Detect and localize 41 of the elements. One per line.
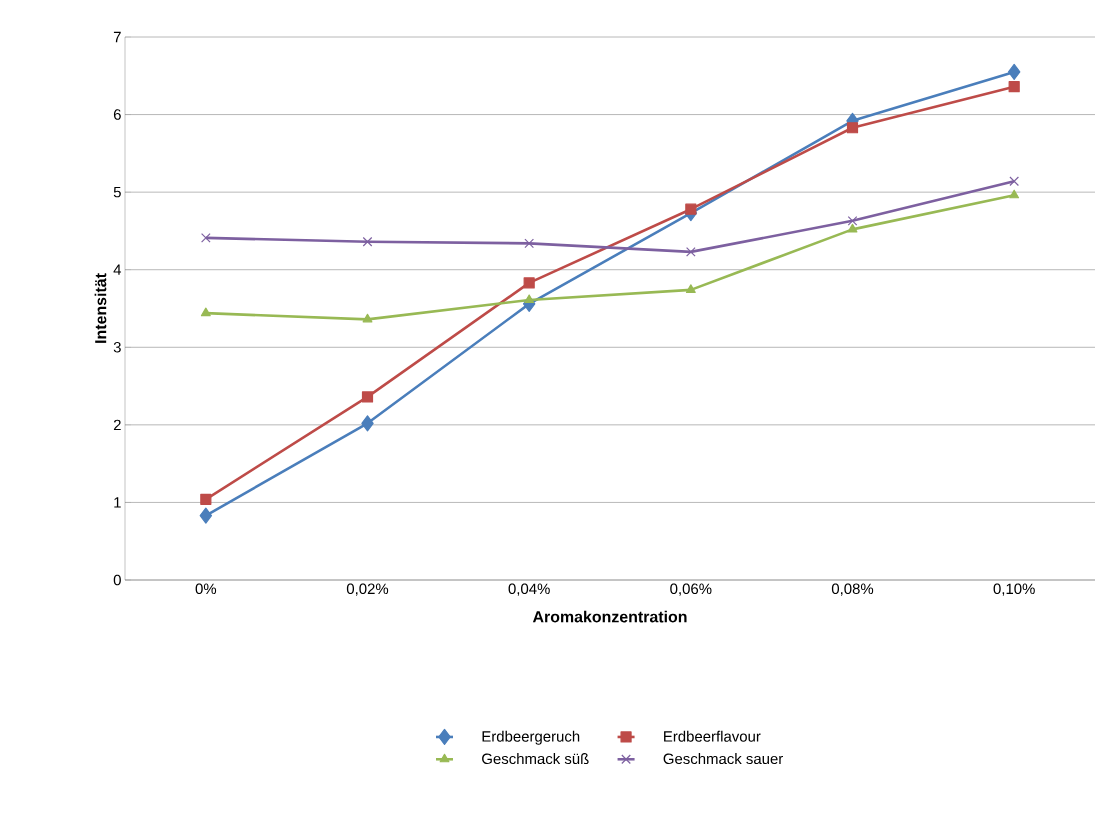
- x-tick-label: 0,02%: [346, 583, 389, 596]
- y-tick-label: 6: [113, 109, 121, 120]
- x-tick-label: 0%: [195, 583, 217, 595]
- y-tick-label: 2: [113, 419, 121, 431]
- legend-label: Geschmack sauer: [663, 753, 784, 765]
- point: [686, 247, 696, 257]
- point: [1009, 189, 1020, 199]
- point: [685, 284, 696, 293]
- point: [685, 203, 697, 215]
- point: [846, 122, 859, 134]
- y-tick-label: 7: [113, 31, 121, 43]
- point: [361, 391, 374, 403]
- legend-label: Erdbeergeruch: [482, 730, 580, 745]
- point: [847, 223, 858, 233]
- y-axis-title: Intensität: [94, 273, 107, 343]
- y-tick-label: 1: [114, 497, 121, 508]
- point: [523, 277, 535, 289]
- point: [361, 415, 374, 432]
- point: [200, 307, 211, 317]
- point: [524, 294, 535, 304]
- point: [1007, 63, 1021, 81]
- point: [200, 233, 211, 243]
- point: [1008, 81, 1020, 93]
- point: [362, 236, 373, 247]
- x-axis-title: Aromakonzentration: [532, 610, 687, 623]
- y-tick-label: 0: [113, 574, 121, 586]
- point: [199, 507, 213, 524]
- x-tick-label: 0,06%: [670, 583, 712, 596]
- point: [1009, 176, 1020, 187]
- y-tick-label: 3: [113, 341, 121, 353]
- point: [362, 313, 373, 323]
- x-tick-label: 0,10%: [993, 583, 1035, 596]
- point: [847, 216, 858, 226]
- x-tick-label: 0,08%: [831, 583, 874, 596]
- y-tick-label: 4: [113, 264, 122, 275]
- point: [524, 238, 535, 249]
- legend-label: Erdbeerflavour: [664, 730, 761, 742]
- x-tick-label: 0,04%: [508, 583, 550, 596]
- y-tick-label: 5: [113, 186, 121, 198]
- legend-label: Geschmack süß: [482, 753, 589, 765]
- point: [200, 493, 212, 505]
